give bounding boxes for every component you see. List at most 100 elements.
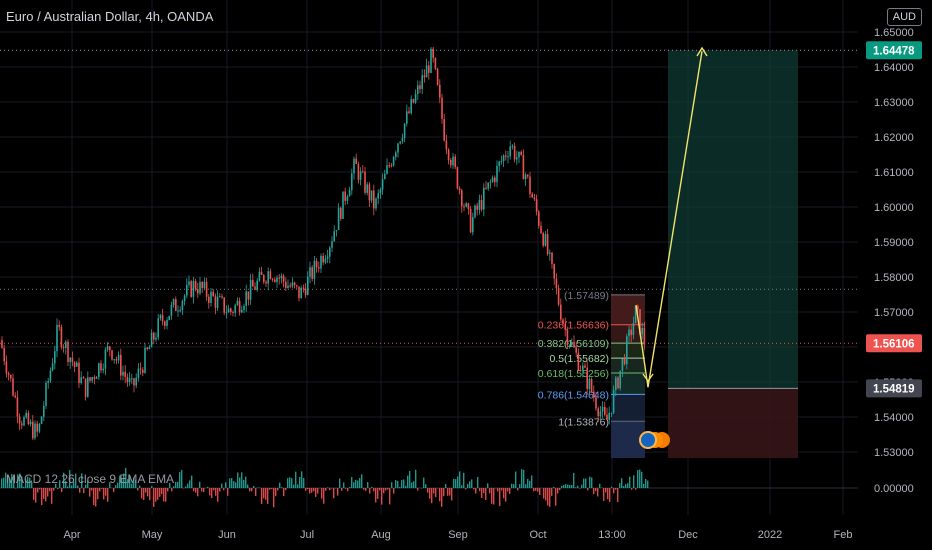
candle-up [452, 156, 454, 166]
forecast-path[interactable] [635, 46, 708, 449]
candle-down [412, 99, 415, 103]
macd-bar-negative [35, 488, 37, 503]
macd-bar-positive [237, 472, 239, 488]
candle-down [126, 376, 129, 382]
price-tick-label: 1.53000 [874, 447, 914, 459]
candle-up [626, 336, 628, 365]
macd-bar-negative [347, 488, 349, 492]
fib-level-label: (1.57489) [564, 290, 609, 302]
macd-bar-positive [13, 476, 15, 488]
currency-badge[interactable]: AUD [886, 8, 922, 26]
macd-bar-positive [487, 483, 489, 488]
price-tick-label: 1.62000 [874, 132, 914, 144]
candle-down [62, 346, 65, 348]
macd-bar-negative [607, 488, 609, 500]
macd-bar-positive [81, 473, 83, 488]
macd-bar-positive [523, 469, 525, 488]
candle-up [309, 267, 311, 277]
candle-down [32, 421, 34, 439]
macd-bar-positive [529, 480, 531, 488]
macd-bar-positive [351, 477, 353, 488]
candle-down [60, 326, 63, 347]
candle-down [362, 171, 364, 173]
macd-bar-negative [451, 488, 453, 501]
candle-up [113, 359, 115, 361]
macd-bar-negative [167, 488, 169, 492]
macd-bar-positive [561, 485, 563, 488]
candle-down [533, 197, 536, 200]
candle-down [450, 160, 452, 166]
macd-bar-negative [321, 488, 323, 499]
candle-down [436, 68, 439, 85]
macd-bar-negative [159, 488, 161, 497]
time-tick-label: Jul [300, 529, 314, 541]
candle-up [346, 196, 349, 201]
candle-down [318, 267, 320, 269]
macd-bar-positive [619, 483, 621, 488]
candle-up [496, 165, 498, 183]
candle-down [274, 279, 276, 283]
macd-bar-positive [463, 472, 465, 488]
candle-up [331, 241, 333, 248]
macd-bar-positive [231, 478, 233, 488]
candle-down [164, 321, 166, 326]
candle-down [89, 377, 91, 381]
macd-bar-negative [153, 488, 155, 507]
forecast-line[interactable] [635, 51, 703, 388]
macd-bar-negative [377, 488, 379, 499]
candle-up [375, 198, 377, 209]
event-marker[interactable] [639, 431, 657, 449]
candle-up [379, 189, 382, 194]
macd-bar-negative [263, 488, 265, 499]
macd-bar-positive [119, 475, 121, 488]
candle-down [247, 291, 250, 300]
target-price-tag-label: 1.64478 [873, 45, 915, 57]
candle-down [469, 208, 472, 233]
macd-bar-positive [225, 482, 227, 488]
macd-bar-positive [623, 486, 625, 488]
macd-bar-negative [489, 488, 491, 494]
candle-up [144, 347, 146, 373]
macd-bar-negative [433, 488, 435, 494]
candle-up [410, 99, 412, 114]
candle-up [549, 252, 551, 254]
candle-down [315, 260, 318, 268]
candle-up [524, 174, 527, 180]
macd-bar-negative [465, 488, 467, 490]
macd-bar-positive [173, 486, 175, 488]
candle-down [630, 329, 632, 336]
macd-bar-positive [563, 484, 565, 488]
candle-down [357, 164, 360, 180]
target-zone[interactable] [668, 50, 798, 389]
macd-bar-positive [151, 486, 153, 488]
candle-up [95, 377, 98, 379]
macd-bar-positive [565, 484, 567, 488]
macd-bar-positive [639, 469, 641, 488]
macd-bar-positive [75, 473, 77, 488]
candle-up [465, 203, 467, 207]
candle-down [201, 281, 203, 288]
macd-bar-positive [621, 478, 623, 488]
macd-bar-negative [51, 488, 53, 504]
candle-up [203, 281, 206, 288]
macd-bar-positive [585, 478, 587, 488]
macd-bar-positive [599, 483, 601, 488]
candle-down [260, 271, 263, 276]
stop-zone[interactable] [668, 388, 798, 458]
macd-bar-negative [491, 488, 493, 504]
macd-bar-positive [63, 472, 65, 488]
macd-bar-negative [213, 488, 215, 491]
macd-bar-positive [133, 477, 135, 488]
candle-down [67, 341, 69, 362]
candle-down [111, 350, 113, 360]
candle-up [324, 258, 327, 263]
candle-up [49, 370, 52, 382]
macd-bar-negative [375, 488, 377, 503]
time-axis[interactable]: Apr May Jun Jul Aug Sep Oct 13:00 Dec 2022 Feb [63, 529, 852, 541]
macd-bar-negative [143, 488, 145, 501]
candle-up [342, 191, 344, 219]
candle-up [417, 85, 419, 94]
macd-bar-negative [155, 488, 157, 502]
risk-reward-zones[interactable] [0, 49, 858, 458]
